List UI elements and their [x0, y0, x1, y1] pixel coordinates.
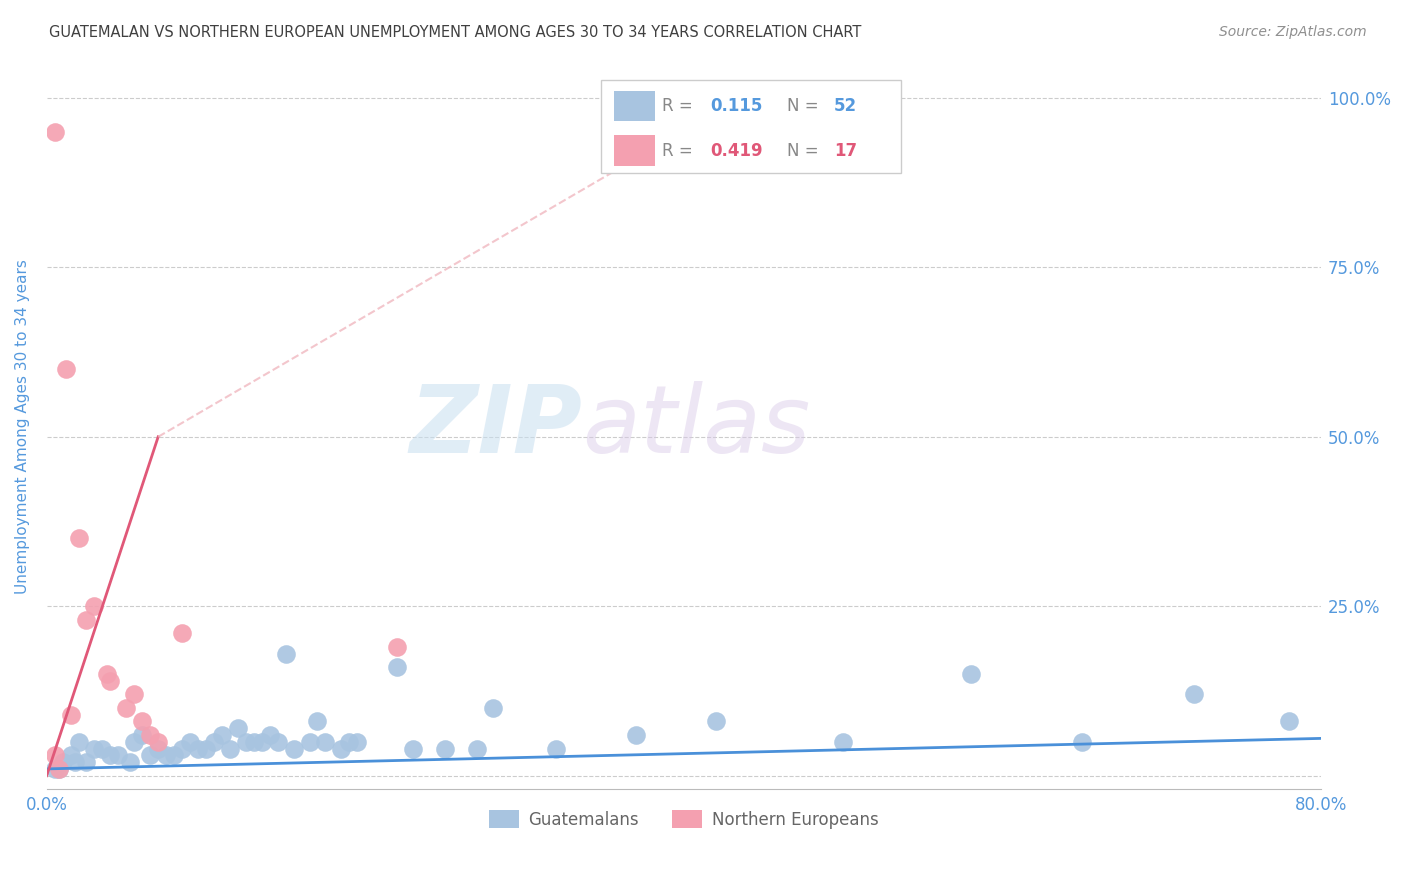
Point [704, 714, 727, 729]
Point [202, 735, 225, 749]
Point [218, 741, 240, 756]
Point [96, 667, 118, 681]
Point [259, 728, 281, 742]
Point [314, 735, 336, 749]
Point [337, 735, 360, 749]
Point [179, 735, 201, 749]
Point [250, 735, 273, 749]
Text: ZIP: ZIP [409, 381, 582, 473]
FancyBboxPatch shape [600, 80, 900, 173]
Point [307, 714, 329, 729]
Point [139, 748, 162, 763]
Text: atlas: atlas [582, 381, 810, 472]
Point [170, 626, 193, 640]
Point [124, 687, 146, 701]
Point [832, 735, 855, 749]
Point [67, 735, 90, 749]
Legend: Guatemalans, Northern Europeans: Guatemalans, Northern Europeans [482, 804, 886, 835]
Point [91, 741, 114, 756]
Point [155, 748, 177, 763]
Point [481, 701, 503, 715]
Text: 17: 17 [834, 142, 858, 160]
Point [44, 762, 66, 776]
Point [266, 735, 288, 749]
Point [100, 673, 122, 688]
Point [52, 755, 75, 769]
Point [48, 762, 70, 776]
Point [148, 735, 170, 749]
Point [385, 640, 408, 654]
Text: R =: R = [662, 97, 699, 115]
Point [83, 599, 105, 614]
Point [465, 741, 488, 756]
Text: 0.419: 0.419 [710, 142, 763, 160]
Point [67, 532, 90, 546]
Point [1182, 687, 1205, 701]
Point [124, 735, 146, 749]
Point [959, 667, 981, 681]
Point [115, 701, 138, 715]
Point [139, 728, 162, 742]
FancyBboxPatch shape [614, 91, 655, 121]
Text: R =: R = [662, 142, 699, 160]
Point [385, 660, 408, 674]
Point [76, 755, 98, 769]
Point [546, 741, 568, 756]
Y-axis label: Unemployment Among Ages 30 to 34 years: Unemployment Among Ages 30 to 34 years [15, 260, 30, 594]
Text: N =: N = [787, 97, 824, 115]
Point [170, 741, 193, 756]
Point [433, 741, 456, 756]
Point [346, 735, 368, 749]
Point [76, 613, 98, 627]
Point [44, 748, 66, 763]
Point [44, 125, 66, 139]
Point [1071, 735, 1094, 749]
Point [131, 728, 153, 742]
Point [283, 741, 305, 756]
Point [211, 728, 233, 742]
Point [235, 735, 257, 749]
Point [148, 741, 170, 756]
Point [100, 748, 122, 763]
Point [59, 707, 82, 722]
Text: 52: 52 [834, 97, 858, 115]
Point [242, 735, 264, 749]
Point [163, 748, 186, 763]
Point [194, 741, 217, 756]
Point [226, 721, 249, 735]
Point [624, 728, 647, 742]
Point [65, 755, 87, 769]
FancyBboxPatch shape [614, 136, 655, 166]
Point [59, 748, 82, 763]
Point [118, 755, 141, 769]
Text: Source: ZipAtlas.com: Source: ZipAtlas.com [1219, 25, 1367, 39]
Text: N =: N = [787, 142, 824, 160]
Point [402, 741, 425, 756]
Point [187, 741, 209, 756]
Point [55, 362, 77, 376]
Text: 0.115: 0.115 [710, 97, 763, 115]
Text: GUATEMALAN VS NORTHERN EUROPEAN UNEMPLOYMENT AMONG AGES 30 TO 34 YEARS CORRELATI: GUATEMALAN VS NORTHERN EUROPEAN UNEMPLOY… [49, 25, 862, 40]
Point [107, 748, 129, 763]
Point [83, 741, 105, 756]
Point [330, 741, 353, 756]
Point [131, 714, 153, 729]
Point [1278, 714, 1301, 729]
Point [48, 762, 70, 776]
Point [274, 647, 297, 661]
Point [298, 735, 321, 749]
